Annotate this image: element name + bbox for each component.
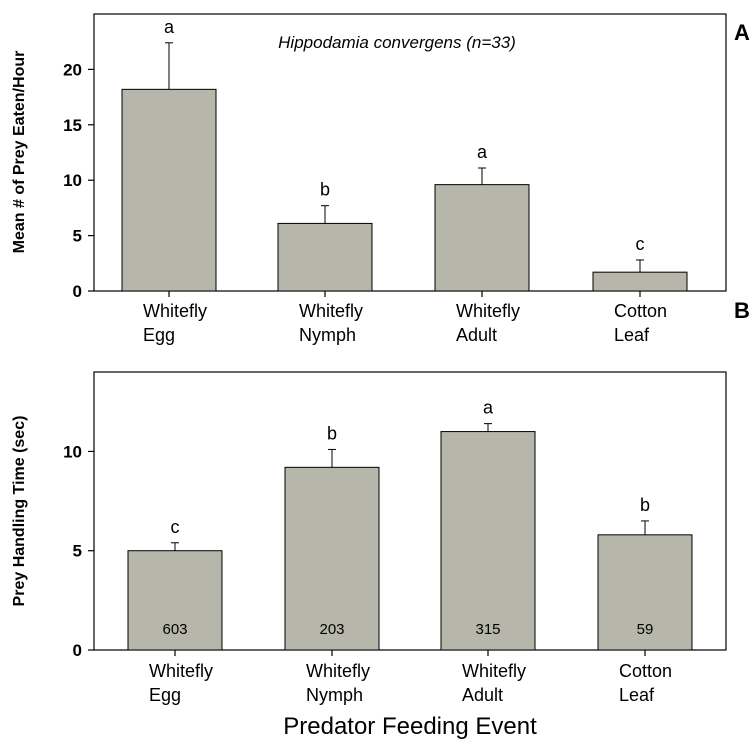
panel-a-title: Hippodamia convergens (n=33) <box>278 33 516 52</box>
panel-a: a b a c 0 5 10 15 20 Whitefly Egg Whitefly Nymph Wh… <box>11 13 750 345</box>
panel-a-frame <box>93 13 727 292</box>
panel-b: c 603 b 203 a 315 b 59 0 5 10 Whitefly Egg Whitefly… <box>11 298 750 705</box>
x-tick-label-line2: Adult <box>462 685 503 705</box>
x-tick-label-line2: Egg <box>143 325 175 345</box>
y-tick-label: 10 <box>63 442 82 461</box>
y-tick-label: 0 <box>73 641 82 660</box>
panel-b-ylabel: Prey Handling Time (sec) <box>11 416 28 607</box>
bar <box>592 271 688 292</box>
x-tick-label-line2: Egg <box>149 685 181 705</box>
y-tick-label: 15 <box>63 116 82 135</box>
bar <box>127 550 223 651</box>
bar <box>434 184 530 292</box>
sig-letter: b <box>320 180 330 200</box>
panel-b-label: B <box>734 298 750 323</box>
x-tick-label-line1: Whitefly <box>299 301 363 321</box>
sig-letter: c <box>636 234 645 254</box>
x-tick-label-line1: Whitefly <box>456 301 520 321</box>
bar-count-label: 59 <box>637 621 654 638</box>
sig-letter: a <box>477 142 488 162</box>
bar-count-label: 203 <box>319 621 344 638</box>
x-tick-label-line2: Leaf <box>614 325 650 345</box>
x-tick-label-line2: Nymph <box>299 325 356 345</box>
sig-letter: c <box>171 517 180 537</box>
sig-letter: b <box>640 495 650 515</box>
x-tick-label-line2: Adult <box>456 325 497 345</box>
bar <box>121 88 217 292</box>
panel-b-frame <box>93 371 727 651</box>
x-tick-label-line1: Cotton <box>619 661 672 681</box>
sig-letter: a <box>483 398 494 418</box>
x-tick-label-line1: Cotton <box>614 301 667 321</box>
x-axis-title: Predator Feeding Event <box>283 713 537 740</box>
bar-count-label: 315 <box>475 621 500 638</box>
x-tick-label-line2: Nymph <box>306 685 363 705</box>
sig-letter: b <box>327 423 337 443</box>
y-tick-label: 0 <box>73 282 82 301</box>
x-tick-label-line1: Whitefly <box>462 661 526 681</box>
y-tick-label: 10 <box>63 171 82 190</box>
x-tick-label-line1: Whitefly <box>149 661 213 681</box>
bar <box>440 431 536 651</box>
y-tick-label: 5 <box>73 542 82 561</box>
sig-letter: a <box>164 17 175 37</box>
x-tick-label-line1: Whitefly <box>143 301 207 321</box>
bar <box>277 222 373 292</box>
y-tick-label: 5 <box>73 227 82 246</box>
y-tick-label: 20 <box>63 60 82 79</box>
panel-a-ylabel: Mean # of Prey Eaten/Hour <box>11 51 28 254</box>
panel-a-label: A <box>734 20 750 45</box>
bar <box>597 534 693 651</box>
x-tick-label-line2: Leaf <box>619 685 655 705</box>
bar-count-label: 603 <box>162 621 187 638</box>
x-tick-label-line1: Whitefly <box>306 661 370 681</box>
